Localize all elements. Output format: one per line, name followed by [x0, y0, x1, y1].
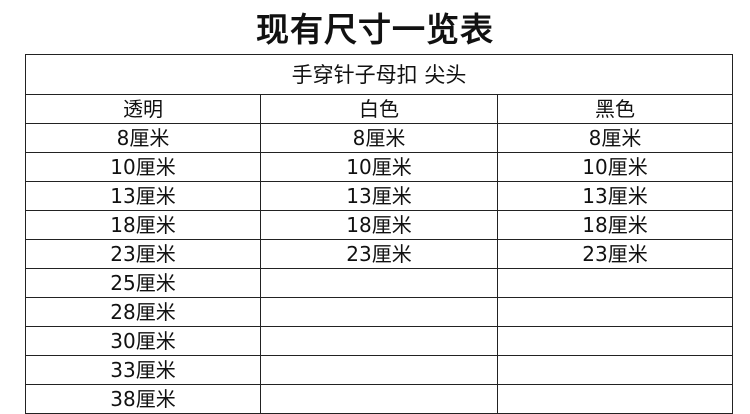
table-cell — [260, 355, 498, 385]
table-cell — [497, 355, 733, 385]
table-cell: 8厘米 — [25, 123, 261, 153]
table-row: 18厘米 18厘米 18厘米 — [25, 210, 733, 240]
table-row: 33厘米 — [25, 355, 733, 385]
table-cell — [497, 268, 733, 298]
table-cell: 8厘米 — [260, 123, 498, 153]
table-cell — [497, 326, 733, 356]
table-cell — [260, 297, 498, 327]
table-cell — [497, 297, 733, 327]
table-row: 23厘米 23厘米 23厘米 — [25, 239, 733, 269]
table-cell: 13厘米 — [497, 181, 733, 211]
table-cell: 23厘米 — [25, 239, 261, 269]
table-cell: 33厘米 — [25, 355, 261, 385]
caption-row: 手穿针子母扣 尖头 — [25, 54, 733, 95]
table-cell: 23厘米 — [497, 239, 733, 269]
table-cell: 30厘米 — [25, 326, 261, 356]
table-cell: 28厘米 — [25, 297, 261, 327]
table-cell — [497, 384, 733, 414]
table-cell: 13厘米 — [260, 181, 498, 211]
column-header-black: 黑色 — [497, 94, 733, 124]
table-row: 30厘米 — [25, 326, 733, 356]
table-cell — [260, 326, 498, 356]
table-cell — [260, 268, 498, 298]
table-cell — [260, 384, 498, 414]
table-cell: 10厘米 — [260, 152, 498, 182]
page-title: 现有尺寸一览表 — [256, 10, 494, 49]
column-header-white: 白色 — [260, 94, 498, 124]
table-cell: 10厘米 — [497, 152, 733, 182]
table-cell: 10厘米 — [25, 152, 261, 182]
table-row: 13厘米 13厘米 13厘米 — [25, 181, 733, 211]
table-row: 8厘米 8厘米 8厘米 — [25, 123, 733, 153]
table-row: 28厘米 — [25, 297, 733, 327]
table-cell: 18厘米 — [260, 210, 498, 240]
table-caption: 手穿针子母扣 尖头 — [25, 54, 733, 95]
table-cell: 18厘米 — [497, 210, 733, 240]
table-cell: 25厘米 — [25, 268, 261, 298]
table-cell: 23厘米 — [260, 239, 498, 269]
table-row: 25厘米 — [25, 268, 733, 298]
header-row: 透明 白色 黑色 — [25, 94, 733, 124]
table-cell: 18厘米 — [25, 210, 261, 240]
table-cell: 13厘米 — [25, 181, 261, 211]
table-row: 38厘米 — [25, 384, 733, 414]
table-row: 10厘米 10厘米 10厘米 — [25, 152, 733, 182]
table-cell: 38厘米 — [25, 384, 261, 414]
table-cell: 8厘米 — [497, 123, 733, 153]
column-header-transparent: 透明 — [25, 94, 261, 124]
size-table: 手穿针子母扣 尖头 透明 白色 黑色 8厘米 8厘米 8厘米 10厘米 10厘米 10厘米… — [25, 54, 733, 414]
